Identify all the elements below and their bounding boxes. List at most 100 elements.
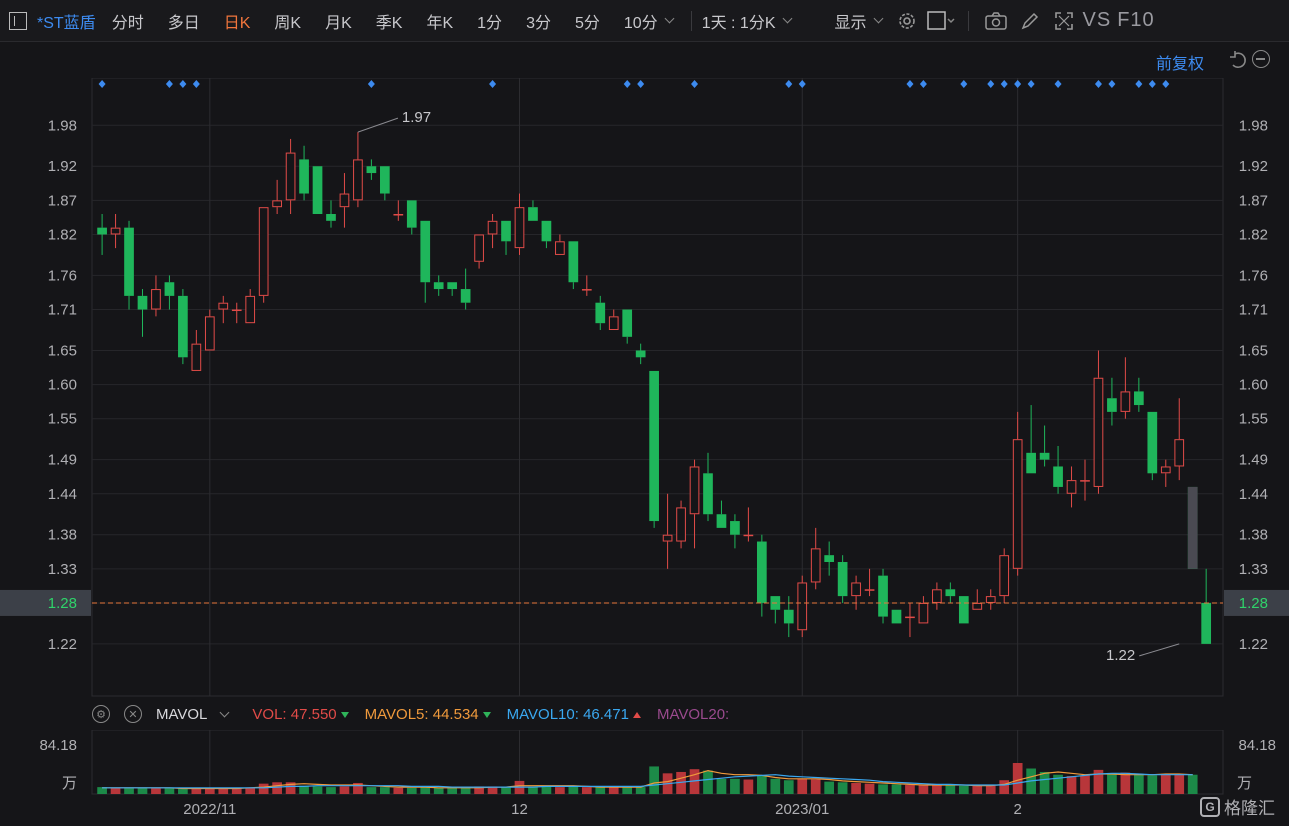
display-select[interactable]: 显示	[835, 9, 890, 33]
candle-up	[555, 234, 565, 255]
volume-bar-down	[703, 770, 713, 794]
volume-bar-down	[164, 788, 175, 794]
candle-up	[353, 132, 363, 208]
volume-bar-down	[622, 787, 633, 794]
tab-weekly-k[interactable]: 周K	[274, 14, 302, 32]
tab-monthly-k[interactable]: 月K	[325, 14, 352, 32]
volume-bar-up	[851, 782, 861, 794]
candle-body	[164, 282, 175, 296]
y-tick-label-left: 1.49	[48, 452, 77, 469]
tab-10min[interactable]: 10分	[624, 9, 681, 33]
period-more-select[interactable]: 1天 : 1分K	[702, 9, 799, 33]
candle-body	[635, 350, 646, 358]
candle-body	[110, 227, 121, 235]
brand-text: 格隆汇	[1224, 799, 1275, 818]
candle-up	[258, 207, 269, 303]
indicator-settings-icon[interactable]: ⚙	[92, 705, 110, 723]
candle-down	[312, 166, 323, 214]
candlestick-chart[interactable]: 1.98 1.98 1.92 1.92 1.87 1.87 1.82 1.82 1.76 1.76…	[0, 78, 1289, 698]
adjust-restore-button[interactable]: 前复权	[1156, 56, 1205, 73]
vol-value: 47.550	[290, 705, 337, 723]
volume-bar-up	[353, 782, 363, 794]
indicator-name[interactable]: MAVOL	[156, 705, 208, 723]
candle-body	[999, 555, 1010, 597]
volume-chart[interactable]: 2022/11 12 2023/01 2 84.18 万 84.18 万	[0, 730, 1289, 826]
undo-icon[interactable]	[1228, 50, 1248, 70]
volume-bar-up	[905, 785, 915, 794]
candle-body	[151, 289, 161, 310]
volume-bar-up	[218, 788, 229, 794]
draw-pen-icon[interactable]	[1013, 9, 1047, 33]
volume-bar-up	[555, 787, 565, 794]
candle-body	[137, 295, 148, 310]
indicator-close-icon[interactable]: ✕	[124, 705, 142, 723]
tab-1min[interactable]: 1分	[477, 14, 503, 32]
volume-bar-up	[339, 786, 350, 794]
volume-bar-down	[783, 780, 794, 794]
signal-marker	[1000, 80, 1008, 88]
candle-body	[299, 159, 309, 194]
candle-down	[945, 582, 956, 603]
tab-daily-k[interactable]: 日K	[223, 14, 251, 32]
x-axis-label: 2	[1013, 801, 1021, 818]
tab-quarterly-k[interactable]: 季K	[375, 14, 403, 32]
candle-body	[272, 200, 282, 208]
y-tick-label-right: 1.38	[1239, 527, 1268, 544]
candle-up	[245, 289, 256, 324]
volume-bar-down	[649, 766, 659, 794]
chevron-down-icon	[664, 13, 675, 24]
volume-bar-up	[393, 787, 404, 794]
tab-multi-day[interactable]: 多日	[167, 14, 200, 32]
candle-body	[958, 596, 969, 624]
candle-up	[151, 275, 161, 317]
volume-bar-up	[1093, 769, 1104, 794]
candle-body	[393, 214, 404, 216]
candle-up	[999, 548, 1010, 603]
sidebar-toggle-icon[interactable]	[9, 11, 27, 30]
y-tick-label-left: 1.71	[48, 302, 77, 319]
candle-up	[514, 193, 525, 255]
volume-bar-up	[245, 787, 256, 794]
candle-body	[258, 207, 269, 296]
down-triangle-icon	[482, 711, 491, 718]
volume-indicator-bar: ⚙ ✕ MAVOL VOL: 47.550 MAVOL5: 44.534 MAV…	[92, 700, 729, 728]
volume-bar-down	[891, 784, 902, 794]
volume-bar-down	[97, 787, 107, 794]
volume-bar-down	[541, 786, 552, 794]
f10-button[interactable]: F10	[1117, 9, 1155, 31]
tab-intraday[interactable]: 分时	[111, 14, 144, 32]
candle-down	[1201, 568, 1212, 644]
settings-icon[interactable]	[890, 9, 924, 33]
chevron-down-icon[interactable]	[219, 707, 230, 717]
tab-5min[interactable]: 5分	[574, 14, 600, 32]
tab-yearly-k[interactable]: 年K	[426, 14, 454, 32]
candle-body	[622, 309, 633, 337]
mavol5-value: 44.534	[432, 705, 479, 723]
y-tick-label-left: 1.82	[48, 226, 77, 243]
layout-checkbox-icon[interactable]	[924, 9, 958, 33]
candle-down	[878, 568, 888, 624]
signal-marker	[367, 80, 375, 88]
signal-marker	[798, 80, 806, 88]
tab-3min[interactable]: 3分	[526, 14, 551, 32]
candle-body	[1107, 398, 1117, 412]
candle-down	[433, 275, 444, 296]
vs-button[interactable]: VS	[1082, 9, 1112, 31]
volume-bar-down	[568, 786, 579, 794]
candle-up	[662, 493, 673, 569]
plot-frame	[91, 78, 1224, 697]
zoom-out-icon[interactable]	[1252, 50, 1270, 68]
stock-name[interactable]: *ST蓝盾	[37, 14, 96, 32]
candle-down	[1147, 411, 1158, 481]
signal-marker	[179, 80, 187, 88]
candle-down	[447, 282, 458, 296]
candle-down	[770, 596, 781, 624]
candle-down	[406, 200, 417, 235]
camera-icon[interactable]	[979, 9, 1013, 33]
candle-up	[272, 179, 282, 214]
mavol5-label: MAVOL5: 44.534	[365, 706, 491, 723]
fullscreen-icon[interactable]	[1047, 9, 1081, 33]
candle-body	[649, 370, 659, 522]
candle-body	[730, 521, 740, 535]
volume-bar-down	[757, 775, 767, 794]
